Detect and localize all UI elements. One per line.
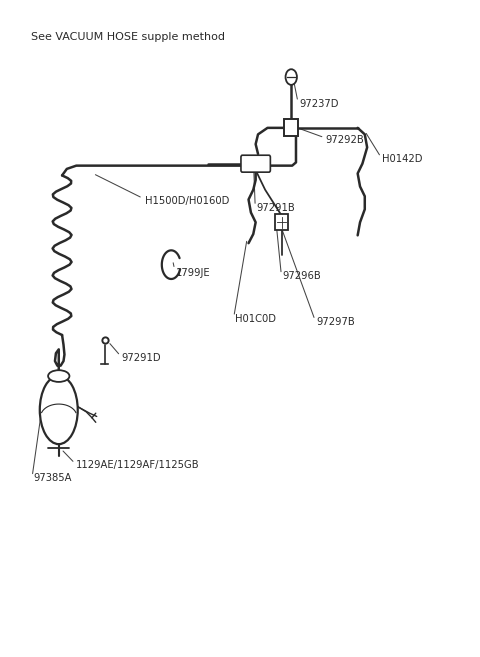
FancyBboxPatch shape — [284, 120, 299, 136]
Text: 1799JE: 1799JE — [176, 268, 211, 278]
Text: 97297B: 97297B — [316, 317, 355, 327]
FancyBboxPatch shape — [275, 214, 288, 230]
Text: 97291B: 97291B — [257, 203, 295, 213]
FancyBboxPatch shape — [241, 155, 270, 172]
Text: H1500D/H0160D: H1500D/H0160D — [145, 196, 229, 206]
Text: H0142D: H0142D — [383, 154, 423, 164]
Text: See VACUUM HOSE supple method: See VACUUM HOSE supple method — [31, 32, 225, 42]
Text: 97291D: 97291D — [121, 353, 161, 363]
Text: 97296B: 97296B — [283, 271, 322, 281]
Text: H01C0D: H01C0D — [235, 314, 276, 324]
Text: 97237D: 97237D — [300, 99, 339, 109]
Text: 97292B: 97292B — [325, 135, 364, 145]
Text: 97385A: 97385A — [34, 473, 72, 484]
Circle shape — [286, 69, 297, 85]
Text: 1129AE/1129AF/1125GB: 1129AE/1129AF/1125GB — [76, 461, 200, 470]
Ellipse shape — [40, 376, 78, 444]
Ellipse shape — [48, 370, 70, 382]
